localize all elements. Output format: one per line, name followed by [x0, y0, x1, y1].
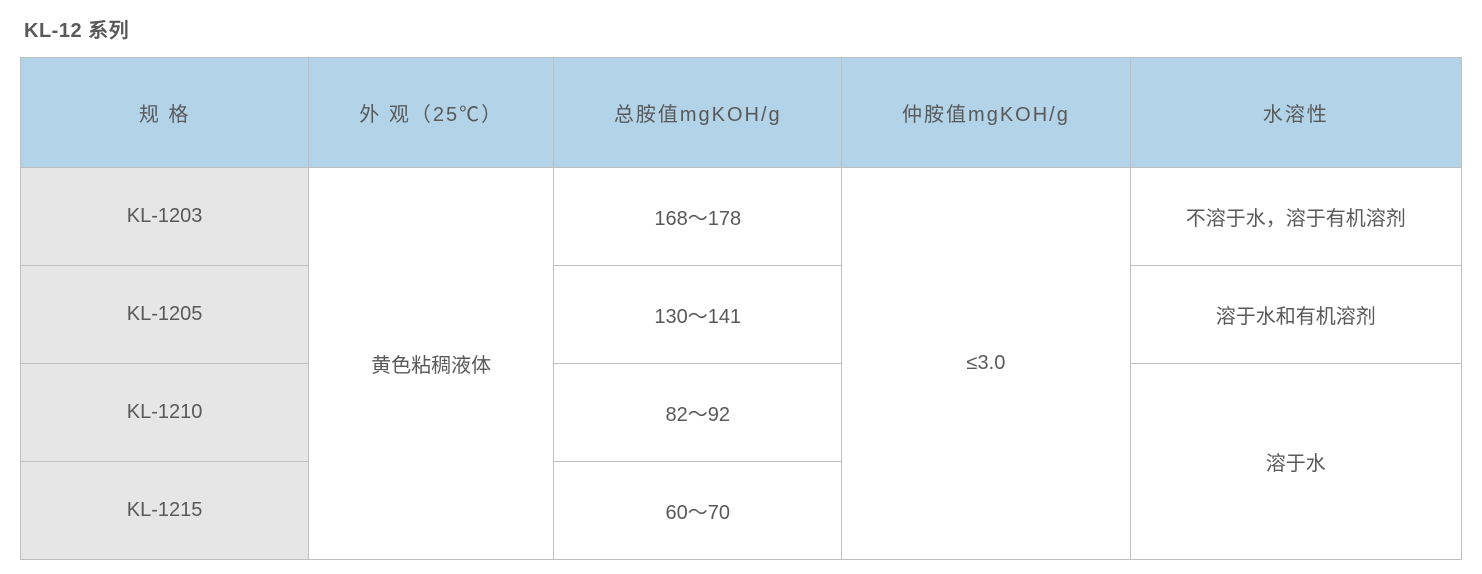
col-spec: 规 格 [21, 58, 309, 168]
table-row: KL-1203 黄色粘稠液体 168～178 ≤3.0 不溶于水，溶于有机溶剂 [21, 168, 1462, 266]
table-header-row: 规 格 外 观（25℃） 总胺值mgKOH/g 仲胺值mgKOH/g 水溶性 [21, 58, 1462, 168]
col-total-amine: 总胺值mgKOH/g [554, 58, 842, 168]
col-secondary-amine: 仲胺值mgKOH/g [842, 58, 1130, 168]
col-solubility: 水溶性 [1130, 58, 1461, 168]
table-row: KL-1205 130～141 溶于水和有机溶剂 [21, 266, 1462, 364]
cell-total-amine: 168～178 [554, 168, 842, 266]
cell-total-amine: 130～141 [554, 266, 842, 364]
cell-appearance: 黄色粘稠液体 [309, 168, 554, 560]
cell-solubility: 溶于水 [1130, 364, 1461, 560]
section-title: KL-12 系列 [24, 14, 1462, 43]
table-row: KL-1210 82～92 溶于水 [21, 364, 1462, 462]
cell-total-amine: 60～70 [554, 462, 842, 560]
cell-solubility: 不溶于水，溶于有机溶剂 [1130, 168, 1461, 266]
cell-solubility: 溶于水和有机溶剂 [1130, 266, 1461, 364]
cell-total-amine: 82～92 [554, 364, 842, 462]
cell-spec: KL-1215 [21, 462, 309, 560]
cell-spec: KL-1205 [21, 266, 309, 364]
spec-table: 规 格 外 观（25℃） 总胺值mgKOH/g 仲胺值mgKOH/g 水溶性 K… [20, 57, 1462, 560]
cell-secondary-amine: ≤3.0 [842, 168, 1130, 560]
cell-spec: KL-1210 [21, 364, 309, 462]
col-appearance: 外 观（25℃） [309, 58, 554, 168]
cell-spec: KL-1203 [21, 168, 309, 266]
